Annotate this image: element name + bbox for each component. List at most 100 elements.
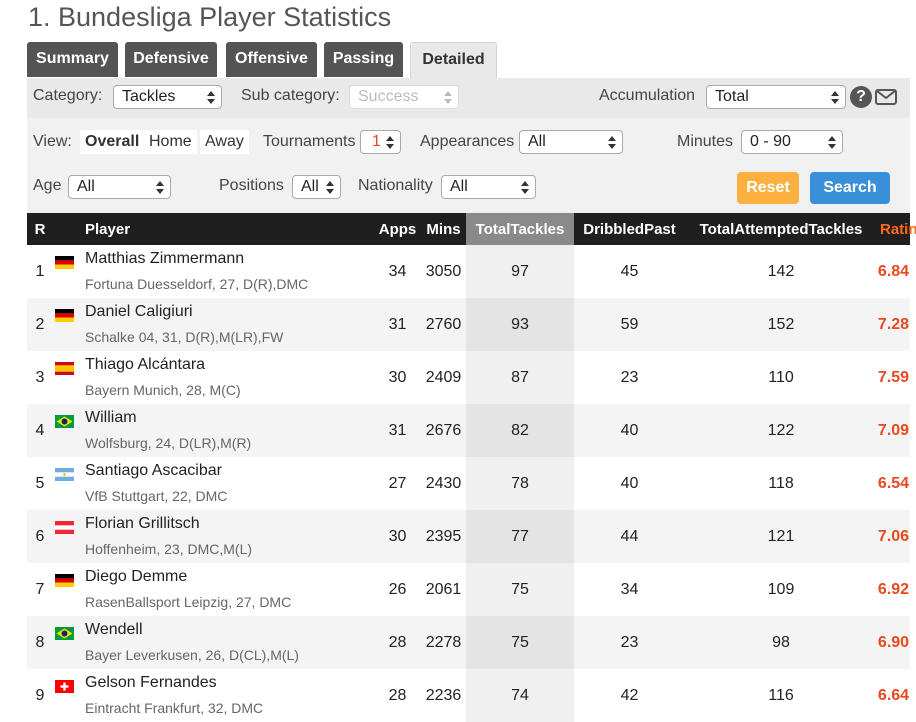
rating-cell: 6.64 bbox=[877, 686, 910, 704]
search-button[interactable]: Search bbox=[810, 172, 890, 204]
player-name-link[interactable]: Diego Demme bbox=[85, 568, 188, 585]
help-icon[interactable]: ? bbox=[850, 86, 872, 108]
nationality-select[interactable]: All bbox=[441, 175, 536, 199]
accumulation-select[interactable]: Total bbox=[706, 85, 846, 109]
table-row[interactable]: 5 Santiago Ascacibar VfB Stuttgart, 22, DM… bbox=[27, 457, 910, 510]
minutes-select[interactable]: 0 - 90 bbox=[741, 130, 843, 154]
germany-flag-icon bbox=[55, 574, 74, 587]
apps-cell: 28 bbox=[374, 616, 421, 669]
table-row[interactable]: 9 Gelson Fernandes Eintracht Frankfurt, 32… bbox=[27, 669, 910, 722]
austria-flag-icon bbox=[55, 521, 74, 534]
rating-cell: 7.59 bbox=[877, 368, 910, 386]
player-header[interactable]: Player bbox=[81, 213, 374, 245]
envelope-icon[interactable] bbox=[875, 86, 897, 108]
table-row[interactable]: 7 Diego Demme RasenBallsport Leipzig, 27, … bbox=[27, 563, 910, 616]
rank-header[interactable]: R bbox=[27, 213, 53, 245]
positions-select[interactable]: All bbox=[292, 175, 341, 199]
player-meta: Hoffenheim, 23, DMC,M(L) bbox=[85, 541, 253, 557]
apps-cell: 31 bbox=[374, 298, 421, 351]
player-cell: Thiago Alcántara Bayern Munich, 28, M(C) bbox=[81, 351, 374, 404]
category-select[interactable]: Tackles bbox=[113, 85, 222, 109]
age-label: Age bbox=[33, 177, 62, 194]
table-row[interactable]: 1 Matthias Zimmermann Fortuna Duesseldorf,… bbox=[27, 245, 910, 298]
subcategory-select[interactable]: Success bbox=[349, 85, 459, 109]
mins-cell: 2409 bbox=[425, 368, 462, 386]
table-row[interactable]: 4 William Wolfsburg, 24, D(LR),M(R) 31 2676 8… bbox=[27, 404, 910, 457]
positions-label: Positions bbox=[219, 177, 284, 194]
player-meta: Schalke 04, 31, D(R),M(LR),FW bbox=[85, 329, 284, 345]
tab-defensive[interactable]: Defensive bbox=[125, 42, 217, 77]
total-attempted-tackles-cell: 142 bbox=[767, 262, 795, 280]
player-cell: Diego Demme RasenBallsport Leipzig, 27, D… bbox=[81, 563, 374, 616]
dribbled-past-cell: 44 bbox=[574, 510, 685, 563]
player-name-link[interactable]: Thiago Alcántara bbox=[85, 356, 206, 373]
dribbled-past-cell: 40 bbox=[574, 404, 685, 457]
flag-cell bbox=[53, 351, 81, 404]
spain-flag-icon bbox=[55, 362, 74, 375]
table-row[interactable]: 2 Daniel Caligiuri Schalke 04, 31, D(R),M(… bbox=[27, 298, 910, 351]
flag-cell bbox=[53, 457, 81, 510]
mins-cell: 2430 bbox=[425, 474, 462, 492]
dribbled-past-cell: 42 bbox=[620, 686, 639, 704]
player-meta: RasenBallsport Leipzig, 27, DMC bbox=[85, 594, 292, 610]
player-name-link[interactable]: William bbox=[85, 409, 137, 426]
dribbled-past-header[interactable]: DribbledPast bbox=[574, 213, 685, 245]
view-overall[interactable]: Overall bbox=[80, 130, 145, 154]
total-attempted-tackles-cell: 98 bbox=[685, 616, 877, 669]
total-tackles-cell: 97 bbox=[466, 245, 574, 298]
apps-cell: 27 bbox=[388, 474, 407, 492]
category-label: Category: bbox=[33, 87, 103, 104]
tab-summary[interactable]: Summary bbox=[27, 42, 118, 77]
player-name-link[interactable]: Matthias Zimmermann bbox=[85, 250, 245, 267]
apps-cell: 34 bbox=[388, 262, 407, 280]
reset-button[interactable]: Reset bbox=[737, 172, 799, 204]
tab-offensive[interactable]: Offensive bbox=[226, 42, 317, 77]
rank-cell: 2 bbox=[27, 298, 53, 351]
mins-header[interactable]: Mins bbox=[421, 213, 466, 245]
mins-cell: 2760 bbox=[421, 298, 466, 351]
germany-flag-icon bbox=[55, 309, 74, 322]
player-name-link[interactable]: Florian Grillitsch bbox=[85, 515, 200, 532]
player-meta: Eintracht Frankfurt, 32, DMC bbox=[85, 700, 264, 716]
mins-cell: 2236 bbox=[425, 686, 462, 704]
rating-cell: 7.09 bbox=[877, 404, 910, 457]
rating-header[interactable]: Rating bbox=[877, 213, 916, 245]
total-tackles-cell: 75 bbox=[466, 563, 574, 616]
apps-cell: 26 bbox=[388, 580, 407, 598]
flag-cell bbox=[53, 298, 81, 351]
tab-detailed[interactable]: Detailed bbox=[410, 42, 497, 78]
rank-cell: 3 bbox=[35, 368, 45, 386]
apps-cell: 30 bbox=[374, 510, 421, 563]
total-tackles-header[interactable]: TotalTackles bbox=[466, 213, 574, 245]
tournaments-label: Tournaments bbox=[263, 133, 356, 150]
player-name-link[interactable]: Gelson Fernandes bbox=[85, 674, 217, 691]
total-attempted-tackles-header[interactable]: TotalAttemptedTackles bbox=[685, 213, 877, 245]
player-meta: Bayern Munich, 28, M(C) bbox=[85, 382, 241, 398]
mins-cell: 2061 bbox=[425, 580, 462, 598]
brazil-flag-icon bbox=[55, 627, 74, 640]
total-attempted-tackles-cell: 116 bbox=[768, 686, 794, 704]
apps-header[interactable]: Apps bbox=[374, 213, 421, 245]
flag-header bbox=[53, 213, 81, 245]
player-name-link[interactable]: Daniel Caligiuri bbox=[85, 303, 193, 320]
player-meta: Wolfsburg, 24, D(LR),M(R) bbox=[85, 435, 252, 451]
view-home[interactable]: Home bbox=[144, 130, 197, 154]
brazil-flag-icon bbox=[55, 415, 74, 428]
dribbled-past-cell: 23 bbox=[620, 368, 639, 386]
tournaments-select[interactable]: 1 bbox=[360, 130, 401, 154]
rating-cell: 6.54 bbox=[877, 474, 910, 492]
table-row[interactable]: 3 Thiago Alcántara Bayern Munich, 28, M(C)… bbox=[27, 351, 910, 404]
age-select[interactable]: All bbox=[68, 175, 171, 199]
rank-cell: 8 bbox=[27, 616, 53, 669]
appearances-select[interactable]: All bbox=[519, 130, 623, 154]
player-name-link[interactable]: Wendell bbox=[85, 621, 143, 638]
total-tackles-cell: 74 bbox=[466, 669, 574, 722]
total-tackles-cell: 77 bbox=[466, 510, 574, 563]
player-name-link[interactable]: Santiago Ascacibar bbox=[85, 462, 222, 479]
table-row[interactable]: 8 Wendell Bayer Leverkusen, 26, D(CL),M(L)… bbox=[27, 616, 910, 669]
tab-passing[interactable]: Passing bbox=[324, 42, 403, 77]
table-row[interactable]: 6 Florian Grillitsch Hoffenheim, 23, DMC,M… bbox=[27, 510, 910, 563]
view-away[interactable]: Away bbox=[200, 130, 249, 154]
total-tackles-cell: 75 bbox=[466, 616, 574, 669]
dribbled-past-cell: 45 bbox=[620, 262, 639, 280]
